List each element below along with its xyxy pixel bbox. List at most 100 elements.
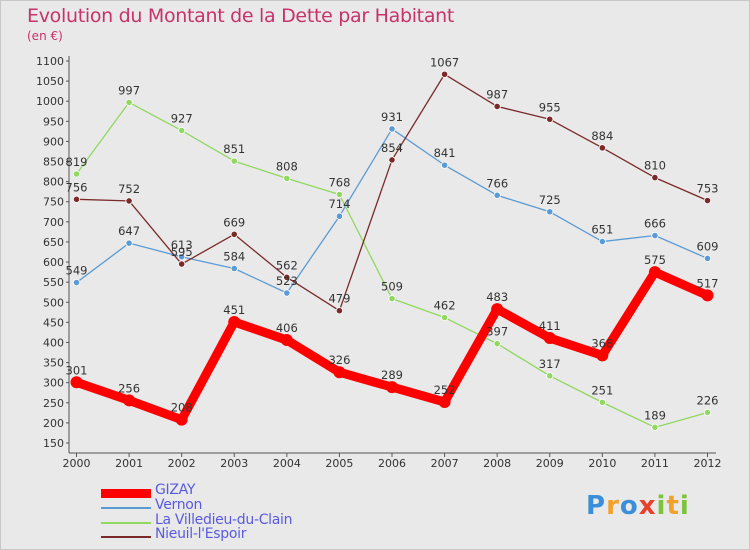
data-label: 483	[486, 290, 508, 304]
legend-label: La Villedieu-du-Clain	[155, 512, 293, 528]
x-tick-label: 2010	[588, 457, 616, 470]
legend-swatch	[101, 536, 151, 538]
data-point	[175, 413, 188, 426]
data-label: 955	[539, 100, 561, 114]
data-point	[598, 398, 606, 406]
data-point	[283, 289, 291, 297]
data-point	[230, 157, 238, 165]
x-tick-label: 2003	[220, 457, 248, 470]
data-label: 851	[223, 142, 245, 156]
legend-swatch	[101, 507, 151, 509]
data-point	[651, 231, 659, 240]
data-point	[283, 273, 291, 281]
data-label: 189	[644, 408, 666, 422]
y-tick-label: 600	[43, 256, 64, 269]
data-label: 208	[171, 401, 193, 415]
data-point	[491, 303, 504, 316]
legend-label: GIZAY	[155, 482, 196, 498]
data-label: 756	[66, 180, 88, 194]
data-point	[178, 260, 186, 268]
data-point	[228, 315, 241, 328]
data-point	[493, 340, 501, 348]
data-label: 256	[118, 381, 140, 395]
x-tick-label: 2001	[115, 457, 143, 470]
data-label: 289	[381, 368, 403, 382]
data-point	[335, 212, 344, 220]
data-label: 451	[223, 303, 245, 317]
data-label: 714	[328, 197, 350, 211]
data-point	[440, 313, 449, 322]
data-label: 317	[539, 357, 561, 371]
data-label: 854	[381, 141, 403, 155]
y-tick-label: 150	[43, 437, 64, 450]
y-tick-label: 200	[43, 417, 64, 430]
x-tick-label: 2006	[378, 457, 406, 470]
data-point	[493, 191, 501, 199]
data-label: 753	[697, 182, 719, 196]
data-label: 562	[276, 258, 298, 272]
data-point	[546, 372, 554, 380]
data-point	[703, 254, 712, 263]
data-label: 251	[591, 383, 613, 397]
y-tick-label: 950	[43, 115, 64, 128]
y-tick-label: 300	[43, 377, 64, 390]
y-tick-label: 650	[43, 236, 64, 249]
data-label: 595	[171, 245, 193, 259]
x-tick-label: 2004	[273, 457, 301, 470]
legend-swatch	[101, 488, 151, 498]
data-point	[648, 266, 661, 279]
data-point	[440, 70, 449, 78]
data-label: 479	[328, 292, 350, 306]
y-tick-label: 400	[43, 336, 64, 349]
y-tick-label: 800	[43, 176, 64, 189]
data-label: 509	[381, 280, 403, 294]
data-point	[125, 239, 133, 247]
data-point	[70, 376, 83, 389]
data-label: 725	[539, 193, 561, 207]
data-label: 575	[644, 253, 666, 267]
data-label: 406	[276, 321, 298, 335]
data-label: 397	[486, 325, 508, 339]
data-point	[280, 334, 293, 347]
x-tick-label: 2009	[536, 457, 564, 470]
data-point	[178, 126, 186, 135]
proxiti-logo: Proxiti	[586, 491, 690, 521]
x-tick-label: 2007	[431, 457, 459, 470]
data-point	[388, 156, 396, 164]
data-point	[651, 174, 659, 182]
data-point	[598, 144, 606, 152]
y-tick-label: 850	[43, 156, 64, 169]
data-label: 613	[171, 238, 193, 252]
data-label: 768	[328, 175, 350, 189]
data-point	[651, 423, 659, 431]
data-point	[546, 208, 554, 216]
x-tick-label: 2012	[694, 457, 722, 470]
data-label: 462	[434, 299, 456, 313]
x-tick-label: 2000	[63, 457, 91, 470]
data-point	[333, 366, 346, 379]
data-point	[438, 395, 451, 408]
data-label: 808	[276, 159, 298, 173]
y-tick-label: 700	[43, 216, 64, 229]
data-point	[596, 349, 609, 362]
y-tick-label: 500	[43, 296, 64, 309]
y-tick-label: 350	[43, 357, 64, 370]
data-label: 841	[434, 146, 456, 160]
data-point	[72, 278, 81, 287]
y-tick-label: 900	[43, 135, 64, 148]
y-tick-label: 1100	[36, 55, 64, 68]
data-label: 411	[539, 319, 561, 333]
data-point	[72, 170, 81, 178]
data-label: 884	[591, 129, 613, 143]
x-tick-label: 2005	[325, 457, 353, 470]
data-point	[703, 196, 712, 205]
y-tick-label: 1050	[36, 75, 64, 88]
data-point	[543, 332, 556, 345]
legend-swatch	[101, 522, 151, 524]
data-point	[125, 197, 133, 205]
y-tick-label: 550	[43, 276, 64, 289]
data-label: 931	[381, 110, 403, 124]
data-point	[230, 230, 238, 238]
data-point	[703, 408, 712, 417]
